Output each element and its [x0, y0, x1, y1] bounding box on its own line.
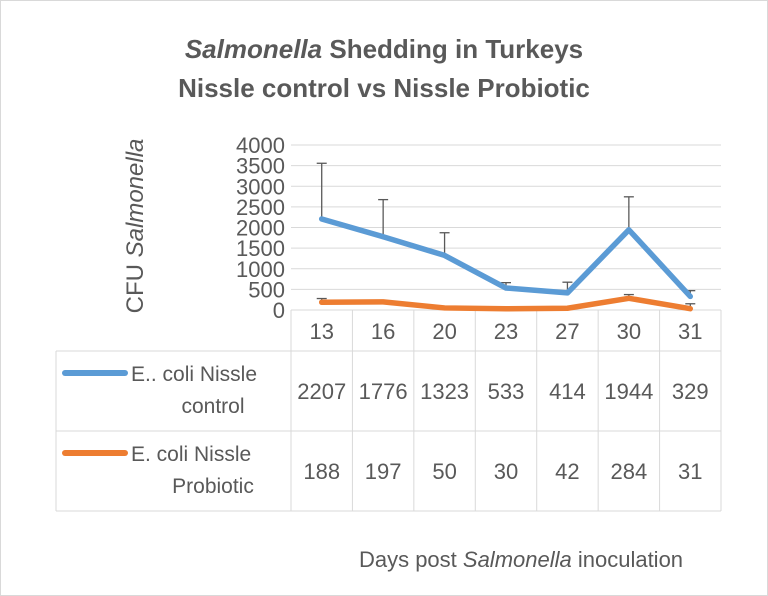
legend-label: E. coli Nissle: [131, 443, 251, 466]
y-tick-label: 2000: [236, 216, 285, 241]
data-table-value: 30: [494, 459, 518, 484]
y-tick-label: 0: [273, 298, 285, 323]
data-table-value: 1776: [359, 379, 408, 404]
data-table-value: 533: [488, 379, 525, 404]
x-category-label: 31: [678, 319, 702, 344]
legend-label: control: [181, 395, 244, 418]
data-table-value: 284: [610, 459, 647, 484]
data-table-value: 2207: [297, 379, 346, 404]
data-table-value: 197: [365, 459, 402, 484]
y-tick-label: 1500: [236, 236, 285, 261]
data-table-value: 188: [303, 459, 340, 484]
data-table-value: 42: [555, 459, 579, 484]
y-tick-label: 1000: [236, 257, 285, 282]
x-axis-label: Days post Salmonella inoculation: [359, 547, 683, 572]
y-axis-label: CFU Salmonella: [122, 139, 149, 314]
data-table-value: 329: [672, 379, 709, 404]
y-tick-label: 3500: [236, 154, 285, 179]
chart-title-line2: Nissle control vs Nissle Probiotic: [178, 73, 590, 103]
chart-title-line1: Salmonella Shedding in Turkeys: [185, 34, 583, 64]
x-category-label: 20: [432, 319, 456, 344]
data-table-value: 31: [678, 459, 702, 484]
data-table-value: 1944: [604, 379, 653, 404]
data-table-value: 50: [432, 459, 456, 484]
y-tick-label: 3000: [236, 174, 285, 199]
legend-label: E.. coli Nissle: [131, 363, 257, 386]
legend-label: Probiotic: [172, 475, 254, 498]
series-line-1: [318, 295, 694, 312]
x-category-label: 27: [555, 319, 579, 344]
y-tick-label: 500: [248, 277, 285, 302]
y-tick-label: 4000: [236, 133, 285, 158]
data-table-value: 1323: [420, 379, 469, 404]
y-tick-label: 2500: [236, 195, 285, 220]
x-category-label: 23: [494, 319, 518, 344]
x-category-label: 30: [617, 319, 641, 344]
data-table-value: 414: [549, 379, 586, 404]
x-category-label: 16: [371, 319, 395, 344]
x-category-label: 13: [309, 319, 333, 344]
